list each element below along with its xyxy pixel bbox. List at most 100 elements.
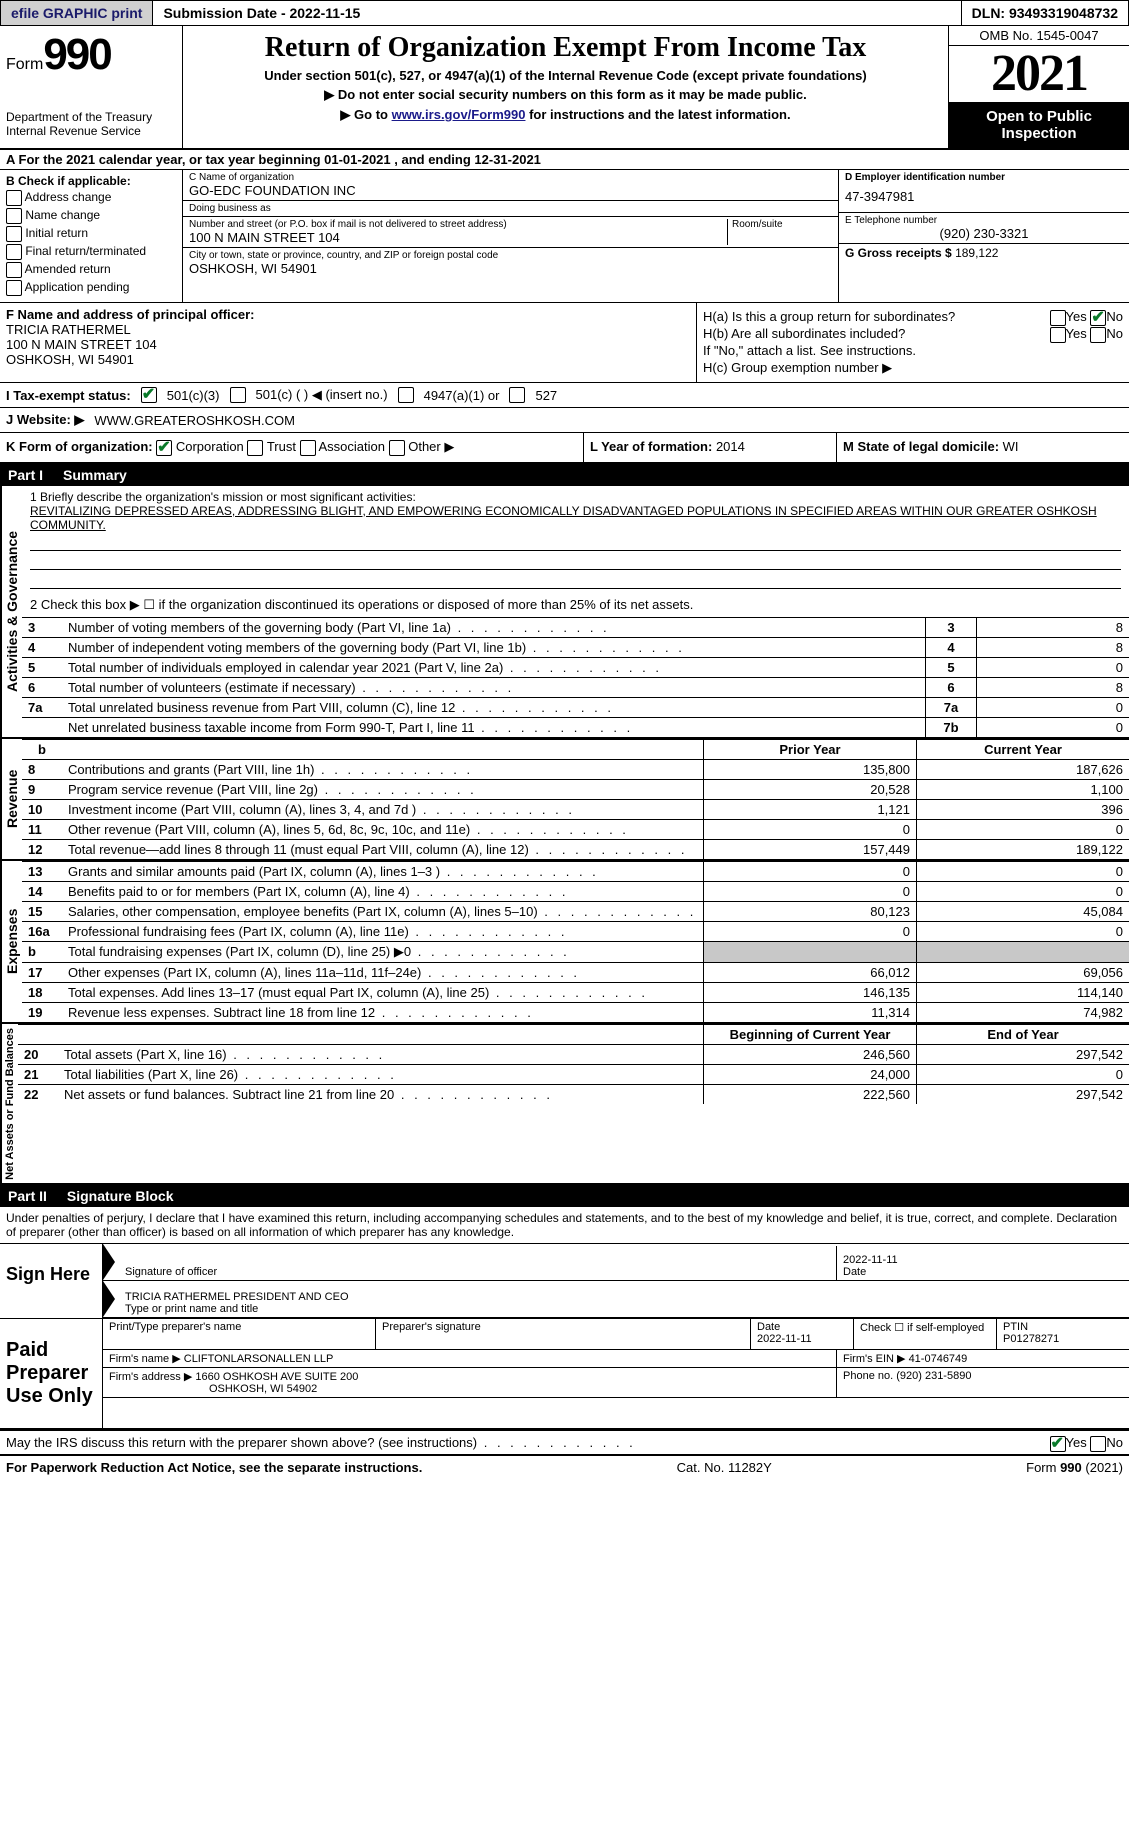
vtab-activities: Activities & Governance [0,486,22,737]
paid-preparer-label: Paid Preparer Use Only [0,1319,103,1428]
ha-yes-checkbox[interactable] [1050,310,1066,326]
mission-text: REVITALIZING DEPRESSED AREAS, ADDRESSING… [30,504,1121,532]
ha-no-checkbox[interactable] [1090,310,1106,326]
ha-label: H(a) Is this a group return for subordin… [703,309,955,324]
revenue-table: bPrior YearCurrent Year8Contributions an… [22,739,1129,859]
mission-label: 1 Briefly describe the organization's mi… [30,490,1121,504]
firm-phone-value: (920) 231-5890 [896,1370,971,1382]
sign-here-label: Sign Here [0,1244,103,1318]
triangle-icon [103,1244,115,1280]
form-subtitle: Under section 501(c), 527, or 4947(a)(1)… [193,68,938,83]
goto-note: ▶ Go to www.irs.gov/Form990 for instruct… [193,107,938,123]
hb-no-checkbox[interactable] [1090,327,1106,343]
firm-addr2-value: OSHKOSH, WI 54902 [109,1383,830,1395]
may-irs-yes-checkbox[interactable] [1050,1436,1066,1452]
hb-note: If "No," attach a list. See instructions… [703,343,1123,358]
ein-value: 47-3947981 [845,183,1123,210]
city-value: OSHKOSH, WI 54901 [189,261,832,276]
city-label: City or town, state or province, country… [189,250,832,261]
penalties-text: Under penalties of perjury, I declare th… [0,1207,1129,1244]
expenses-table: 13Grants and similar amounts paid (Part … [22,861,1129,1022]
application-pending-checkbox[interactable] [6,280,22,296]
4947-checkbox[interactable] [398,387,414,403]
footer-right: Form 990 (2021) [1026,1460,1123,1475]
501c-checkbox[interactable] [230,387,246,403]
triangle-icon [103,1281,115,1317]
dln-value: DLN: 93493319048732 [962,1,1128,25]
footer-center: Cat. No. 11282Y [677,1460,772,1475]
tax-exempt-row: I Tax-exempt status: 501(c)(3) 501(c) ( … [0,383,1129,408]
sig-name-label: Type or print name and title [125,1303,1123,1315]
officer-addr2: OSHKOSH, WI 54901 [6,352,690,367]
part1-body: Activities & Governance 1 Briefly descri… [0,486,1129,739]
sig-officer-label: Signature of officer [125,1266,830,1278]
firm-name-label: Firm's name ▶ [109,1353,181,1365]
firm-addr-label: Firm's address ▶ [109,1371,192,1383]
self-employed-label: Check ☐ if self-employed [854,1319,997,1349]
prep-sig-label: Preparer's signature [382,1321,744,1333]
firm-phone-label: Phone no. [843,1370,893,1382]
may-irs-no-checkbox[interactable] [1090,1436,1106,1452]
initial-return-checkbox[interactable] [6,226,22,242]
part2-header: Part II Signature Block [0,1185,1129,1207]
page-footer: For Paperwork Reduction Act Notice, see … [0,1455,1129,1479]
form-org-row: K Form of organization: Corporation Trus… [0,433,1129,464]
501c3-checkbox[interactable] [141,387,157,403]
tax-year-line: A For the 2021 calendar year, or tax yea… [0,150,1129,170]
assoc-checkbox[interactable] [300,440,316,456]
footer-left: For Paperwork Reduction Act Notice, see … [6,1460,422,1475]
trust-checkbox[interactable] [247,440,263,456]
ptin-value: P01278271 [1003,1333,1123,1345]
hb-yes-checkbox[interactable] [1050,327,1066,343]
corp-checkbox[interactable] [156,440,172,456]
officer-name: TRICIA RATHERMEL [6,322,690,337]
officer-group-block: F Name and address of principal officer:… [0,303,1129,383]
sig-name-value: TRICIA RATHERMEL PRESIDENT AND CEO [125,1291,1123,1303]
netassets-table: Beginning of Current YearEnd of Year20To… [18,1024,1129,1104]
amended-return-checkbox[interactable] [6,262,22,278]
website-value: WWW.GREATEROSHKOSH.COM [94,413,295,428]
governance-table: 3Number of voting members of the governi… [22,617,1129,737]
public-inspection-badge: Open to Public Inspection [949,102,1129,148]
527-checkbox[interactable] [509,387,525,403]
website-row: J Website: ▶ WWW.GREATEROSHKOSH.COM [0,408,1129,433]
gross-receipts-value: 189,122 [955,246,998,260]
officer-label: F Name and address of principal officer: [6,307,690,322]
phone-label: E Telephone number [845,215,1123,226]
gross-receipts-label: G Gross receipts $ [845,246,952,260]
address-label: Number and street (or P.O. box if mail i… [189,219,723,230]
may-irs-row: May the IRS discuss this return with the… [0,1430,1129,1455]
address-value: 100 N MAIN STREET 104 [189,230,723,245]
irs-link[interactable]: www.irs.gov/Form990 [392,107,526,122]
room-label: Room/suite [732,219,832,230]
firm-addr1-value: 1660 OSHKOSH AVE SUITE 200 [195,1371,358,1383]
submission-date: Submission Date - 2022-11-15 [153,1,961,25]
firm-ein-value: 41-0746749 [909,1353,968,1365]
hc-label: H(c) Group exemption number ▶ [703,360,1123,376]
address-change-checkbox[interactable] [6,190,22,206]
omb-number: OMB No. 1545-0047 [949,26,1129,46]
top-toolbar: efile GRAPHIC print Submission Date - 20… [0,0,1129,26]
other-checkbox[interactable] [389,440,405,456]
ssn-note: Do not enter social security numbers on … [193,87,938,103]
line2-text: 2 Check this box ▶ ☐ if the organization… [22,593,1129,617]
year-formation: 2014 [716,439,745,454]
dba-label: Doing business as [189,203,832,214]
tax-year: 2021 [949,46,1129,102]
org-name-value: GO-EDC FOUNDATION INC [189,183,832,198]
sig-date-label: Date [843,1266,1123,1278]
part1-header: Part I Summary [0,464,1129,486]
efile-print-button[interactable]: efile GRAPHIC print [1,1,153,25]
final-return-checkbox[interactable] [6,244,22,260]
officer-addr1: 100 N MAIN STREET 104 [6,337,690,352]
form-number: Form990 [6,30,176,80]
vtab-netassets: Net Assets or Fund Balances [0,1024,18,1184]
sign-here-block: Sign Here Signature of officer 2022-11-1… [0,1244,1129,1319]
form-title: Return of Organization Exempt From Incom… [193,32,938,64]
paid-preparer-block: Paid Preparer Use Only Print/Type prepar… [0,1319,1129,1430]
name-change-checkbox[interactable] [6,208,22,224]
firm-ein-label: Firm's EIN ▶ [843,1353,906,1365]
vtab-revenue: Revenue [0,739,22,859]
org-info-block: B Check if applicable: Address change Na… [0,170,1129,303]
state-domicile: WI [1003,439,1019,454]
